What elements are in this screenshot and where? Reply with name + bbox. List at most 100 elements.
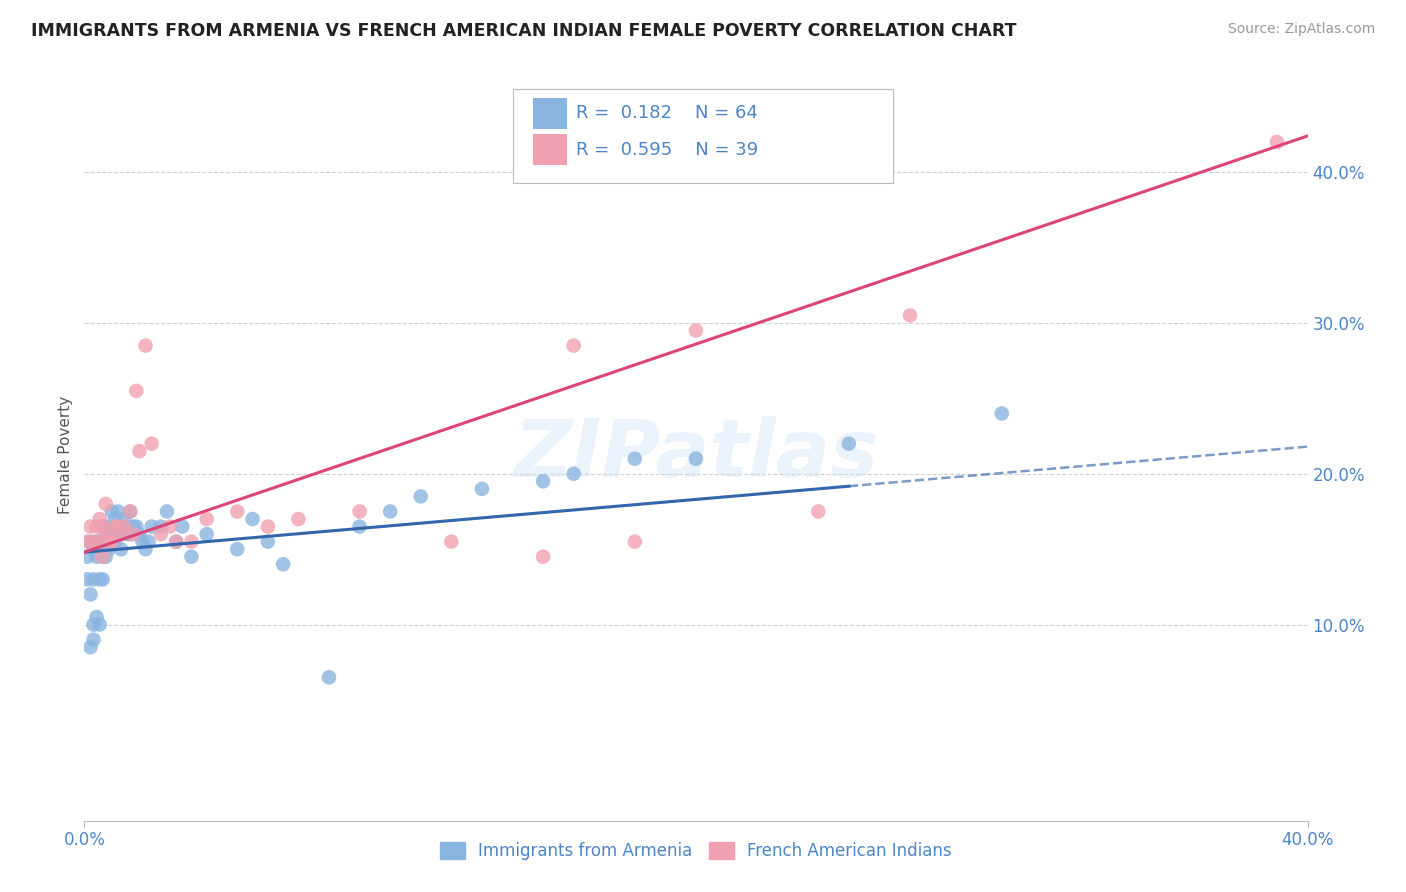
Point bbox=[172, 519, 194, 533]
Point bbox=[195, 527, 218, 541]
Point bbox=[94, 527, 117, 541]
Point bbox=[165, 534, 187, 549]
Point bbox=[180, 549, 202, 564]
Point bbox=[624, 534, 647, 549]
Point bbox=[97, 534, 120, 549]
Point bbox=[471, 482, 494, 496]
Point bbox=[76, 549, 98, 564]
Text: R =  0.182    N = 64: R = 0.182 N = 64 bbox=[576, 104, 758, 122]
Point bbox=[86, 610, 108, 624]
Point bbox=[685, 451, 707, 466]
Point bbox=[76, 572, 98, 586]
Point bbox=[112, 519, 135, 533]
Point bbox=[156, 504, 179, 518]
Point bbox=[128, 444, 150, 458]
Point bbox=[1265, 135, 1288, 149]
Point bbox=[125, 384, 148, 398]
Point bbox=[349, 504, 371, 518]
Point bbox=[83, 542, 105, 557]
Point bbox=[128, 527, 150, 541]
Point bbox=[86, 534, 108, 549]
Point bbox=[562, 338, 585, 352]
Point bbox=[125, 519, 148, 533]
Point bbox=[195, 512, 218, 526]
Point bbox=[120, 504, 142, 518]
Point bbox=[112, 512, 135, 526]
Point bbox=[624, 451, 647, 466]
Point bbox=[409, 489, 432, 503]
Point bbox=[91, 549, 114, 564]
Point bbox=[110, 519, 132, 533]
Point bbox=[138, 534, 160, 549]
Legend: Immigrants from Armenia, French American Indians: Immigrants from Armenia, French American… bbox=[433, 836, 959, 867]
Point bbox=[94, 519, 117, 533]
Point bbox=[79, 587, 101, 601]
Point bbox=[349, 519, 371, 533]
Text: ZIPatlas: ZIPatlas bbox=[513, 416, 879, 494]
Point bbox=[149, 519, 172, 533]
Point bbox=[91, 572, 114, 586]
Text: IMMIGRANTS FROM ARMENIA VS FRENCH AMERICAN INDIAN FEMALE POVERTY CORRELATION CHA: IMMIGRANTS FROM ARMENIA VS FRENCH AMERIC… bbox=[31, 22, 1017, 40]
Point bbox=[101, 504, 124, 518]
Point bbox=[83, 534, 105, 549]
Point bbox=[122, 527, 145, 541]
Point bbox=[318, 670, 340, 684]
Point bbox=[141, 519, 163, 533]
Point bbox=[898, 309, 921, 323]
Point bbox=[226, 542, 249, 557]
Point bbox=[135, 542, 157, 557]
Point bbox=[131, 534, 153, 549]
Point bbox=[89, 534, 111, 549]
Point bbox=[86, 549, 108, 564]
Point bbox=[89, 512, 111, 526]
Point bbox=[94, 534, 117, 549]
Point bbox=[531, 549, 554, 564]
Point bbox=[120, 527, 142, 541]
Point bbox=[838, 436, 860, 450]
Point bbox=[91, 534, 114, 549]
Point bbox=[91, 519, 114, 533]
Point bbox=[89, 572, 111, 586]
Point bbox=[380, 504, 402, 518]
Point bbox=[165, 534, 187, 549]
Point bbox=[83, 632, 105, 647]
Point bbox=[79, 519, 101, 533]
Point bbox=[101, 534, 124, 549]
Point bbox=[101, 534, 124, 549]
Text: Source: ZipAtlas.com: Source: ZipAtlas.com bbox=[1227, 22, 1375, 37]
Point bbox=[110, 542, 132, 557]
Point bbox=[562, 467, 585, 481]
Point bbox=[271, 558, 294, 572]
Point bbox=[107, 527, 129, 541]
Point bbox=[991, 407, 1014, 421]
Point bbox=[257, 519, 280, 533]
Point bbox=[122, 519, 145, 533]
Point bbox=[91, 519, 114, 533]
Point bbox=[115, 527, 138, 541]
Point bbox=[120, 504, 142, 518]
Point bbox=[86, 519, 108, 533]
Point bbox=[226, 504, 249, 518]
Point bbox=[531, 475, 554, 489]
Point bbox=[287, 512, 309, 526]
Point bbox=[104, 534, 127, 549]
Point bbox=[89, 617, 111, 632]
Point bbox=[242, 512, 264, 526]
Y-axis label: Female Poverty: Female Poverty bbox=[58, 396, 73, 514]
Point bbox=[104, 519, 127, 533]
Point bbox=[141, 436, 163, 450]
Point bbox=[79, 534, 101, 549]
Text: R =  0.595    N = 39: R = 0.595 N = 39 bbox=[576, 141, 759, 159]
Point bbox=[83, 617, 105, 632]
Point bbox=[94, 497, 117, 511]
Point bbox=[79, 640, 101, 655]
Point bbox=[440, 534, 463, 549]
Point bbox=[135, 338, 157, 352]
Point bbox=[807, 504, 830, 518]
Point bbox=[104, 512, 127, 526]
Point bbox=[107, 504, 129, 518]
Point bbox=[94, 549, 117, 564]
Point bbox=[97, 542, 120, 557]
Point bbox=[110, 527, 132, 541]
Point bbox=[180, 534, 202, 549]
